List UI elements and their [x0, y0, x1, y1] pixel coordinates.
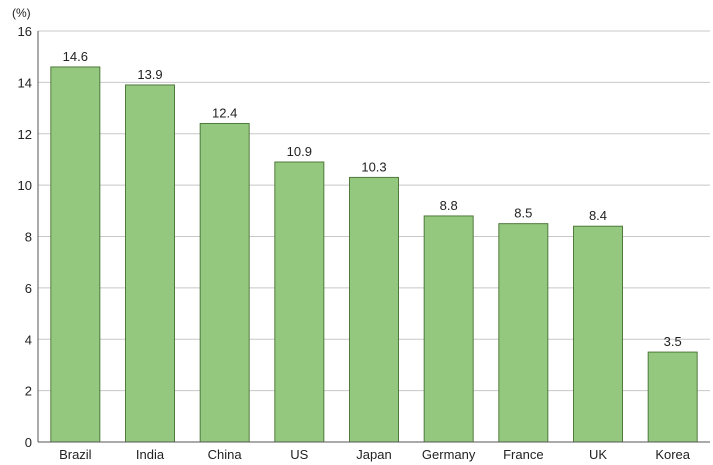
data-label: 10.3: [361, 159, 386, 174]
y-tick-label: 8: [25, 230, 32, 245]
data-label: 8.8: [440, 198, 458, 213]
y-tick-label: 12: [18, 127, 32, 142]
x-category-label: China: [208, 447, 243, 462]
x-category-label: Japan: [356, 447, 391, 462]
y-tick-label: 14: [18, 75, 32, 90]
y-tick-label: 6: [25, 281, 32, 296]
bar-brazil: [50, 66, 101, 443]
data-label: 8.5: [514, 206, 532, 221]
y-tick-label: 10: [18, 178, 32, 193]
data-label: 13.9: [137, 67, 162, 82]
y-tick-label: 4: [25, 332, 32, 347]
data-label: 12.4: [212, 105, 237, 120]
bar-us: [274, 161, 325, 443]
axes: [37, 31, 710, 443]
x-category-label: Germany: [422, 447, 476, 462]
x-axis-labels: Brazil India China US Japan Germany France UK Ko…: [59, 447, 691, 462]
bar-korea: [647, 351, 698, 443]
data-label: 8.4: [589, 208, 607, 223]
x-category-label: France: [503, 447, 543, 462]
y-axis-ticks: 0 2 4 6 8 10 12 14 16: [18, 24, 32, 450]
bar-germany: [423, 215, 474, 443]
x-category-label: India: [136, 447, 165, 462]
bar-france: [498, 223, 549, 443]
y-unit-label: (%): [12, 6, 31, 20]
bar-india: [125, 84, 175, 443]
data-label: 14.6: [63, 49, 88, 64]
y-tick-label: 0: [25, 435, 32, 450]
x-category-label: US: [290, 447, 308, 462]
bar-japan: [349, 176, 399, 443]
x-category-label: Korea: [655, 447, 690, 462]
bars: 14.6 13.9 12.4 10.9 10.3 8.8 8.5 8.4 3.5: [50, 49, 698, 443]
y-tick-label: 2: [25, 384, 32, 399]
bar-uk: [573, 225, 623, 443]
bar-china: [199, 122, 250, 443]
data-label: 3.5: [664, 334, 682, 349]
x-category-label: Brazil: [59, 447, 92, 462]
y-tick-label: 16: [18, 24, 32, 39]
x-category-label: UK: [589, 447, 607, 462]
data-label: 10.9: [287, 144, 312, 159]
